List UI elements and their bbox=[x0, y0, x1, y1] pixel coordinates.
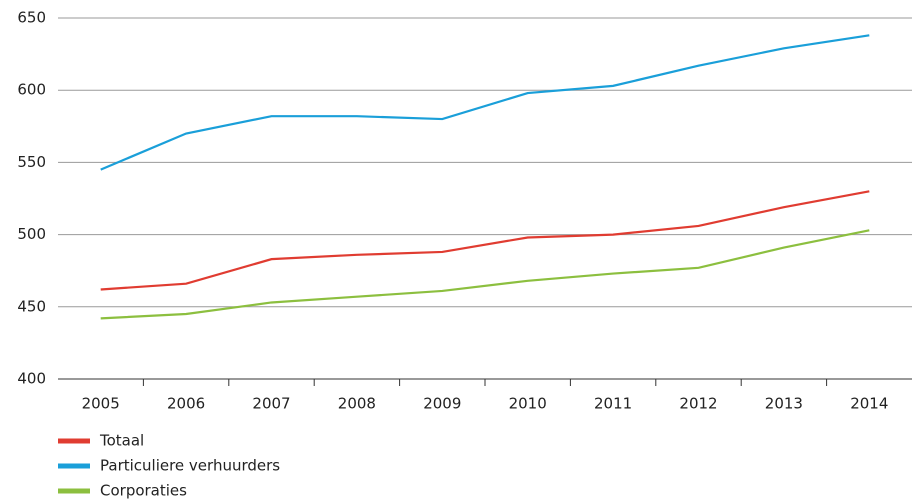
x-tick-label: 2007 bbox=[252, 395, 290, 413]
x-tick-label: 2008 bbox=[338, 395, 376, 413]
y-tick-label: 450 bbox=[17, 297, 46, 315]
legend-label: Corporaties bbox=[100, 482, 187, 500]
series-line bbox=[100, 229, 870, 320]
legend-label: Particuliere verhuurders bbox=[100, 457, 280, 475]
series-line bbox=[100, 190, 870, 291]
legend-label: Totaal bbox=[99, 432, 144, 450]
series-line bbox=[100, 34, 870, 171]
y-tick-label: 500 bbox=[17, 225, 46, 243]
x-tick-label: 2011 bbox=[594, 395, 632, 413]
legend-swatch bbox=[58, 463, 90, 469]
x-tick-label: 2013 bbox=[765, 395, 803, 413]
y-tick-label: 400 bbox=[17, 370, 46, 388]
y-tick-label: 650 bbox=[17, 9, 46, 27]
x-tick-label: 2009 bbox=[423, 395, 461, 413]
x-tick-label: 2005 bbox=[82, 395, 120, 413]
y-tick-label: 550 bbox=[17, 153, 46, 171]
x-tick-label: 2006 bbox=[167, 395, 205, 413]
x-tick-label: 2010 bbox=[509, 395, 547, 413]
x-tick-label: 2014 bbox=[850, 395, 888, 413]
legend-swatch bbox=[58, 438, 90, 444]
x-tick-label: 2012 bbox=[679, 395, 717, 413]
y-tick-label: 600 bbox=[17, 81, 46, 99]
legend-swatch bbox=[58, 488, 90, 494]
